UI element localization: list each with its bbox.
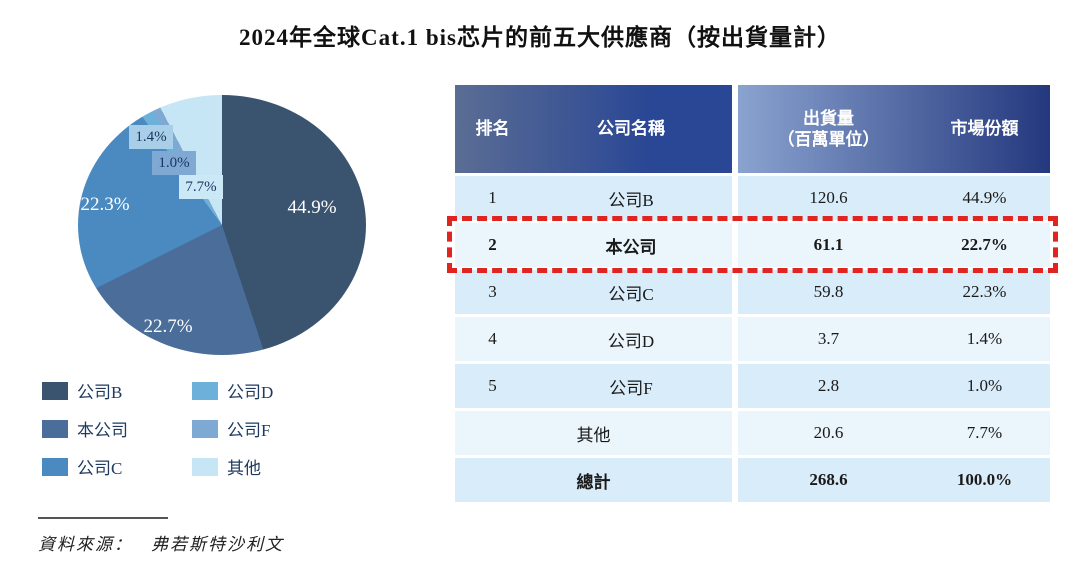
source-note: 資料來源： 弗若斯特沙利文 xyxy=(38,530,284,555)
pie-callout-others: 7.7% xyxy=(179,175,223,199)
legend-label: 其他 xyxy=(227,459,261,478)
legend-label: 公司B xyxy=(77,383,123,402)
cell-shipment: 61.1 xyxy=(738,223,919,267)
pie-label-company-b: 44.9% xyxy=(287,197,337,218)
column-divider xyxy=(732,270,738,314)
legend-label: 公司F xyxy=(227,421,271,440)
pie-label-our-company: 22.7% xyxy=(143,316,193,337)
legend-swatch-others xyxy=(192,457,218,476)
cell-company: 公司B xyxy=(530,176,732,220)
column-divider xyxy=(732,364,738,408)
table-header-left-block: 排名 公司名稱 xyxy=(455,85,732,173)
table-row-5: 5 公司F 2.8 1.0% xyxy=(455,364,1050,408)
pie-chart xyxy=(78,95,366,355)
table-row-1: 1 公司B 120.6 44.9% xyxy=(455,176,1050,220)
header-company: 公司名稱 xyxy=(597,119,665,139)
cell-share: 1.0% xyxy=(919,364,1050,408)
legend-label: 公司C xyxy=(77,459,123,478)
header-shipment-line1: 出貨量 xyxy=(803,108,854,128)
table-row-others: 其他 20.6 7.7% xyxy=(455,411,1050,455)
legend-item-company-d: 公司D xyxy=(192,378,342,403)
pie-callout-company-d: 1.4% xyxy=(129,125,173,149)
cell-share: 22.3% xyxy=(919,270,1050,314)
legend-swatch-company-d xyxy=(192,381,218,400)
cell-shipment: 2.8 xyxy=(738,364,919,408)
cell-shipment: 3.7 xyxy=(738,317,919,361)
legend-item-company-c: 公司C xyxy=(42,454,192,479)
source-divider xyxy=(38,517,168,519)
header-share: 市場份額 xyxy=(950,119,1019,139)
pie-callout-company-f: 1.0% xyxy=(152,151,196,175)
legend-item-our-company: 本公司 xyxy=(42,416,192,441)
legend-label: 公司D xyxy=(227,383,274,402)
legend-item-company-f: 公司F xyxy=(192,416,342,441)
source-label: 資料來源： xyxy=(38,535,133,554)
legend-swatch-company-b xyxy=(42,381,68,400)
column-divider xyxy=(732,223,738,267)
cell-shipment: 268.6 xyxy=(738,458,919,502)
table-header-right-block: 出貨量 （百萬單位） 市場份額 xyxy=(738,85,1050,173)
cell-rank: 2 xyxy=(455,223,530,267)
cell-share: 44.9% xyxy=(919,176,1050,220)
table-row-4: 4 公司D 3.7 1.4% xyxy=(455,317,1050,361)
cell-share: 1.4% xyxy=(919,317,1050,361)
cell-rank: 4 xyxy=(455,317,530,361)
legend-swatch-our-company xyxy=(42,419,68,438)
cell-company: 其他 xyxy=(455,411,732,455)
cell-rank: 5 xyxy=(455,364,530,408)
header-shipment-line2: （百萬單位） xyxy=(777,130,880,149)
cell-rank: 3 xyxy=(455,270,530,314)
table-row-3: 3 公司C 59.8 22.3% xyxy=(455,270,1050,314)
legend-item-company-b: 公司B xyxy=(42,378,192,403)
cell-share: 7.7% xyxy=(919,411,1050,455)
cell-company: 本公司 xyxy=(530,223,732,267)
supplier-table: 排名 公司名稱 出貨量 （百萬單位） 市場份額 1 公司B 120.6 44.9… xyxy=(447,85,1058,505)
cell-shipment: 120.6 xyxy=(738,176,919,220)
header-shipment: 出貨量 （百萬單位） xyxy=(738,108,919,151)
column-divider xyxy=(732,317,738,361)
pie-label-company-c: 22.3% xyxy=(80,194,130,215)
pie-legend: 公司B 本公司 公司C 公司D 公司F 其他 xyxy=(42,378,342,478)
cell-share: 22.7% xyxy=(919,223,1050,267)
source-value: 弗若斯特沙利文 xyxy=(151,535,284,554)
cell-share: 100.0% xyxy=(919,458,1050,502)
page-title: 2024年全球Cat.1 bis芯片的前五大供應商（按出貨量計） xyxy=(239,25,841,50)
cell-company: 公司C xyxy=(530,270,732,314)
legend-item-others: 其他 xyxy=(192,454,342,479)
legend-swatch-company-f xyxy=(192,419,218,438)
table-row-2-highlighted: 2 本公司 61.1 22.7% xyxy=(447,216,1058,273)
column-divider xyxy=(732,411,738,455)
cell-shipment: 20.6 xyxy=(738,411,919,455)
header-divider xyxy=(732,85,738,173)
cell-company: 公司D xyxy=(530,317,732,361)
header-rank: 排名 xyxy=(475,119,510,139)
table-row-total: 總計 268.6 100.0% xyxy=(455,458,1050,502)
cell-rank: 1 xyxy=(455,176,530,220)
cell-shipment: 59.8 xyxy=(738,270,919,314)
column-divider xyxy=(732,176,738,220)
column-divider xyxy=(732,458,738,502)
legend-label: 本公司 xyxy=(77,421,128,440)
cell-company: 總計 xyxy=(455,458,732,502)
table-header: 排名 公司名稱 出貨量 （百萬單位） 市場份額 xyxy=(455,85,1050,173)
cell-company: 公司F xyxy=(530,364,732,408)
legend-swatch-company-c xyxy=(42,457,68,476)
